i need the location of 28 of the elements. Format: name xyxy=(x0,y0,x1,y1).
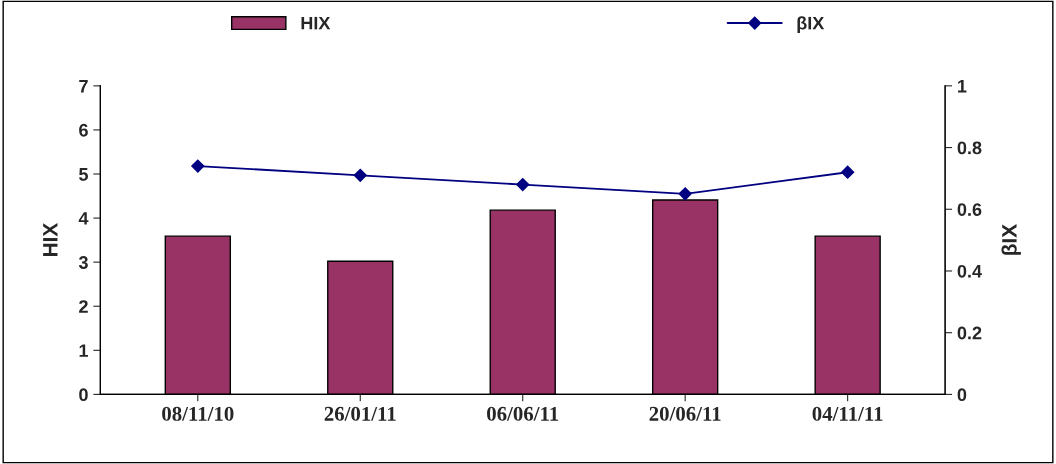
point xyxy=(353,168,367,182)
x-tick-label: 04/11/11 xyxy=(812,406,883,421)
y-axis-title: HIX xyxy=(43,222,58,257)
y2-tick-label: 0.4 xyxy=(957,264,982,278)
y-tick-label: 1 xyxy=(79,344,89,357)
point xyxy=(841,165,855,179)
legend-label: HIX xyxy=(301,16,331,30)
y-tick-label: 7 xyxy=(79,79,88,93)
y2-tick-label: 1 xyxy=(958,79,967,93)
point xyxy=(678,187,692,201)
y-tick-label: 0 xyxy=(79,388,88,402)
point xyxy=(191,159,205,173)
x-tick-label: 06/06/11 xyxy=(487,406,559,421)
y2-tick-label: 0.6 xyxy=(957,203,982,216)
x-tick-label: 20/06/11 xyxy=(649,406,721,421)
y-tick-label: 5 xyxy=(79,168,89,181)
legend-label: βIX xyxy=(797,16,825,34)
y-tick-label: 6 xyxy=(79,123,88,137)
y-tick-label: 2 xyxy=(79,300,88,313)
y2-tick-label: 0 xyxy=(957,388,967,402)
y2-tick-label: 0.8 xyxy=(957,141,982,155)
y2-axis-title: βIX xyxy=(1001,224,1021,255)
point xyxy=(516,177,530,192)
x-tick-label: 26/01/11 xyxy=(324,406,396,421)
y2-tick-label: 0.2 xyxy=(957,326,982,340)
y-tick-label: 3 xyxy=(78,256,88,269)
x-tick-label: 08/11/10 xyxy=(162,406,234,421)
y-tick-label: 4 xyxy=(78,212,89,225)
